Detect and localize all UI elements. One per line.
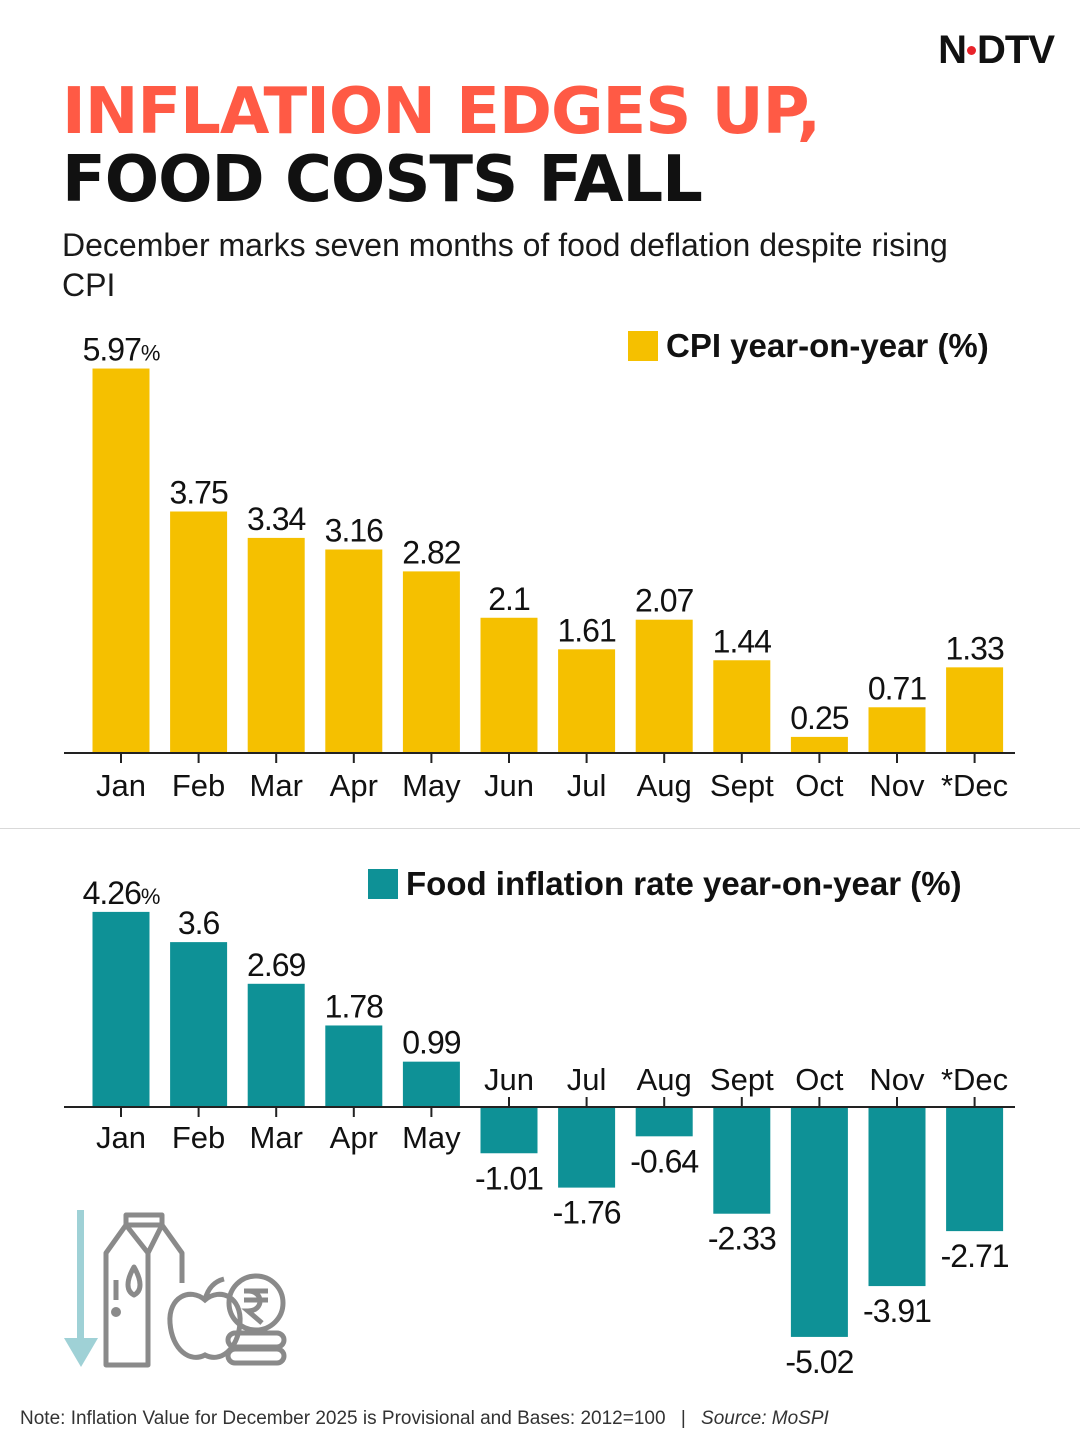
food-basket-rupee-icon [58,1205,298,1380]
footnote-text: Note: Inflation Value for December 2025 … [20,1408,666,1429]
subtitle: December marks seven months of food defl… [62,227,948,303]
cpi-value-label: 2.82 [402,534,460,570]
rupee-coins-icon [225,1273,287,1366]
cpi-month-label: Feb [172,768,225,803]
cpi-bar-feb [170,511,228,753]
footnote: Note: Inflation Value for December 2025 … [20,1408,829,1430]
food-bar-sept [713,1107,771,1214]
cpi-bar-oct [790,736,848,753]
cpi-bar-apr [325,549,383,753]
food-month-label: May [402,1120,461,1155]
food-value-label: 3.6 [178,905,220,941]
cpi-month-label: Oct [795,768,844,803]
cpi-value-label: 0.71 [868,670,926,706]
food-month-label: Feb [172,1120,225,1155]
food-legend-label: Food inflation rate year-on-year (%) [406,865,962,902]
cpi-legend: CPI year-on-year (%) [628,327,989,365]
food-value-label: -5.02 [785,1344,853,1380]
cpi-bar-may [402,571,460,753]
cpi-value-label: 3.75 [169,475,227,511]
food-month-label: Aug [637,1062,692,1097]
food-value-label: 0.99 [402,1025,460,1061]
food-value-label: -0.64 [630,1143,698,1179]
down-arrow-icon [64,1210,98,1367]
cpi-bar-jul [558,649,616,753]
cpi-value-label: 3.16 [325,512,383,548]
cpi-value-label: 0.25 [790,700,848,736]
title-line-1: INFLATION EDGES UP, [62,75,821,149]
cpi-value-label: 1.33 [945,630,1003,666]
food-legend: Food inflation rate year-on-year (%) [368,865,962,903]
food-value-label: -1.01 [475,1160,543,1196]
cpi-month-label: May [402,768,461,803]
food-bar-nov [868,1107,926,1287]
cpi-value-label: 3.34 [247,501,305,537]
food-month-label: Sept [710,1062,774,1097]
cpi-bar-dec [946,667,1004,753]
cpi-value-label: 1.44 [713,623,771,659]
food-month-label: *Dec [941,1062,1008,1097]
cpi-bar-jan [92,368,150,753]
food-bar-aug [635,1107,693,1137]
title-line-2: FOOD COSTS FALL [62,143,703,217]
food-month-label: Jun [484,1062,534,1097]
food-bar-jan [92,911,150,1107]
footnote-separator: | [680,1408,686,1429]
cpi-month-label: Jul [567,768,607,803]
food-month-label: Jul [567,1062,607,1097]
cpi-bar-nov [868,707,926,753]
cpi-value-label: 5.97% [83,332,160,368]
food-value-label: 1.78 [325,988,383,1024]
food-value-label: 2.69 [247,947,305,983]
milk-carton-icon [103,1212,185,1368]
section-divider [0,828,1080,829]
cpi-month-label: Jan [96,768,146,803]
cpi-bar-jun [480,617,538,753]
food-value-label: -1.76 [553,1195,621,1231]
food-value-label: -2.33 [708,1221,776,1257]
food-bar-apr [325,1025,383,1107]
cpi-value-label: 2.07 [635,583,693,619]
cpi-value-label: 1.61 [557,612,615,648]
cpi-legend-label: CPI year-on-year (%) [666,327,989,364]
cpi-month-label: Nov [869,768,925,803]
food-bar-may [402,1061,460,1107]
ndtv-logo: N DTV [938,28,1055,72]
food-value-label: -2.71 [941,1238,1009,1274]
food-bar-jun [480,1107,538,1154]
food-bar-dec [946,1107,1004,1232]
cpi-legend-swatch [628,331,658,361]
cpi-month-label: Apr [330,768,378,803]
cpi-month-label: Mar [250,768,303,803]
cpi-month-label: Jun [484,768,534,803]
food-month-label: Apr [330,1120,378,1155]
food-bar-oct [790,1107,848,1337]
food-value-label: -3.91 [863,1293,931,1329]
food-month-label: Oct [795,1062,844,1097]
food-bar-jul [558,1107,616,1188]
food-bar-mar [247,983,305,1107]
cpi-bar-sept [713,660,771,753]
food-value-label: 4.26% [83,875,160,911]
cpi-month-label: *Dec [941,768,1008,803]
food-month-label: Nov [869,1062,925,1097]
cpi-value-label: 2.1 [488,581,530,617]
food-bar-feb [170,942,228,1107]
cpi-month-label: Aug [637,768,692,803]
food-month-label: Mar [250,1120,303,1155]
food-month-label: Jan [96,1120,146,1155]
cpi-month-label: Sept [710,768,774,803]
food-legend-swatch [368,869,398,899]
cpi-bar-aug [635,619,693,753]
footnote-source: Source: MoSPI [701,1408,829,1429]
cpi-bar-mar [247,537,305,753]
apple-icon [167,1276,243,1360]
